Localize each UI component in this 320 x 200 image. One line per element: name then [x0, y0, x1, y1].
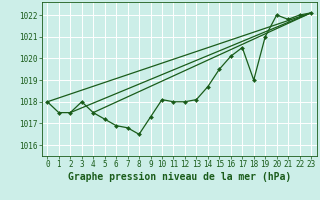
X-axis label: Graphe pression niveau de la mer (hPa): Graphe pression niveau de la mer (hPa) — [68, 172, 291, 182]
